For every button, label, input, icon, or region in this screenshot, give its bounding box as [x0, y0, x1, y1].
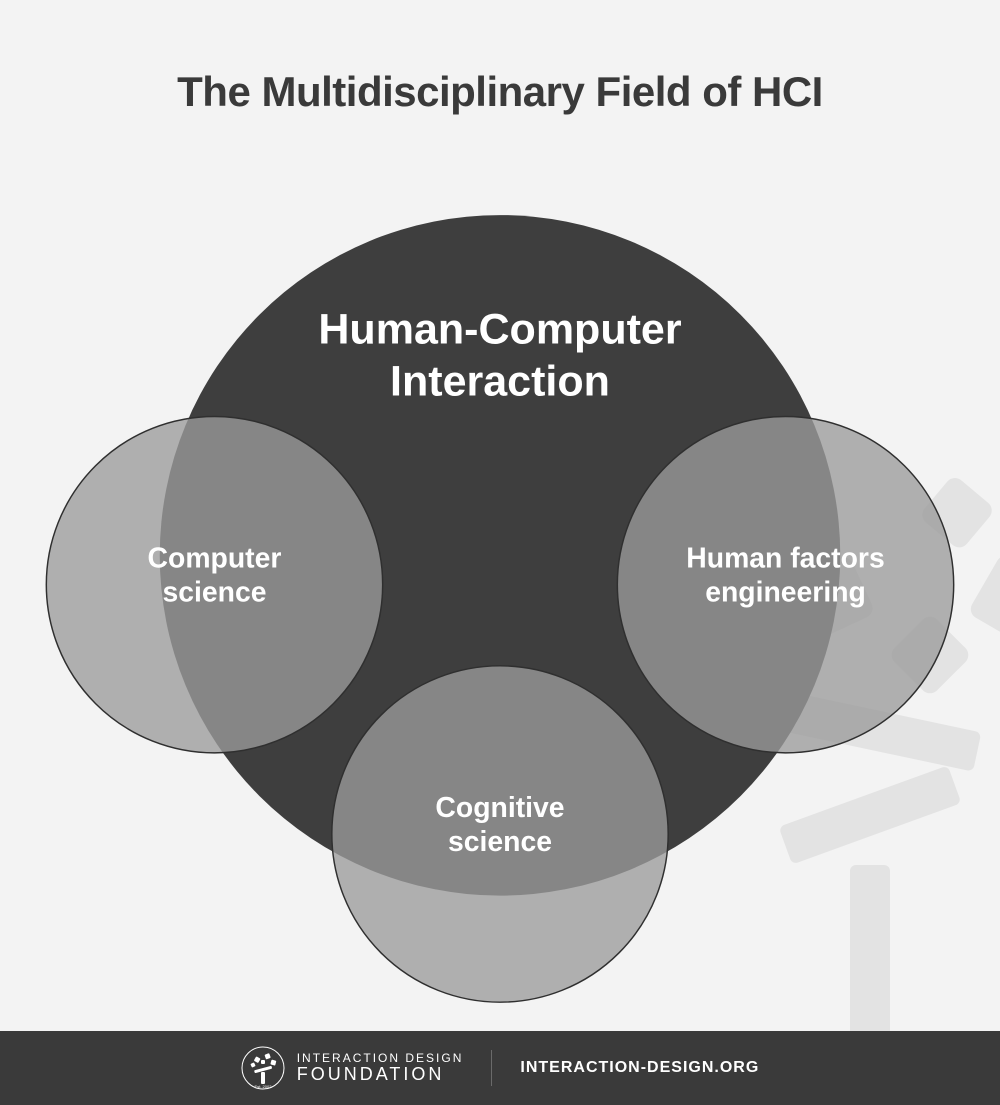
est-text: Est. 2002: [254, 1084, 272, 1089]
brand-line2: FOUNDATION: [297, 1065, 464, 1084]
footer-brand: Est. 2002 INTERACTION DESIGN FOUNDATION: [241, 1046, 464, 1090]
page-title: The Multidisciplinary Field of HCI: [0, 68, 1000, 116]
footer-divider: [491, 1050, 492, 1086]
venn-diagram: Human-ComputerInteractionComputerscience…: [0, 130, 1000, 1010]
brand-line1: INTERACTION DESIGN: [297, 1052, 464, 1065]
title-text: The Multidisciplinary Field of HCI: [177, 68, 823, 115]
footer-bar: Est. 2002 INTERACTION DESIGN FOUNDATION …: [0, 1031, 1000, 1105]
brand-logo-icon: Est. 2002: [241, 1046, 285, 1090]
brand-text: INTERACTION DESIGN FOUNDATION: [297, 1052, 464, 1083]
footer-url: INTERACTION-DESIGN.ORG: [520, 1059, 759, 1077]
infographic-canvas: The Multidisciplinary Field of HCI Human…: [0, 0, 1000, 1105]
